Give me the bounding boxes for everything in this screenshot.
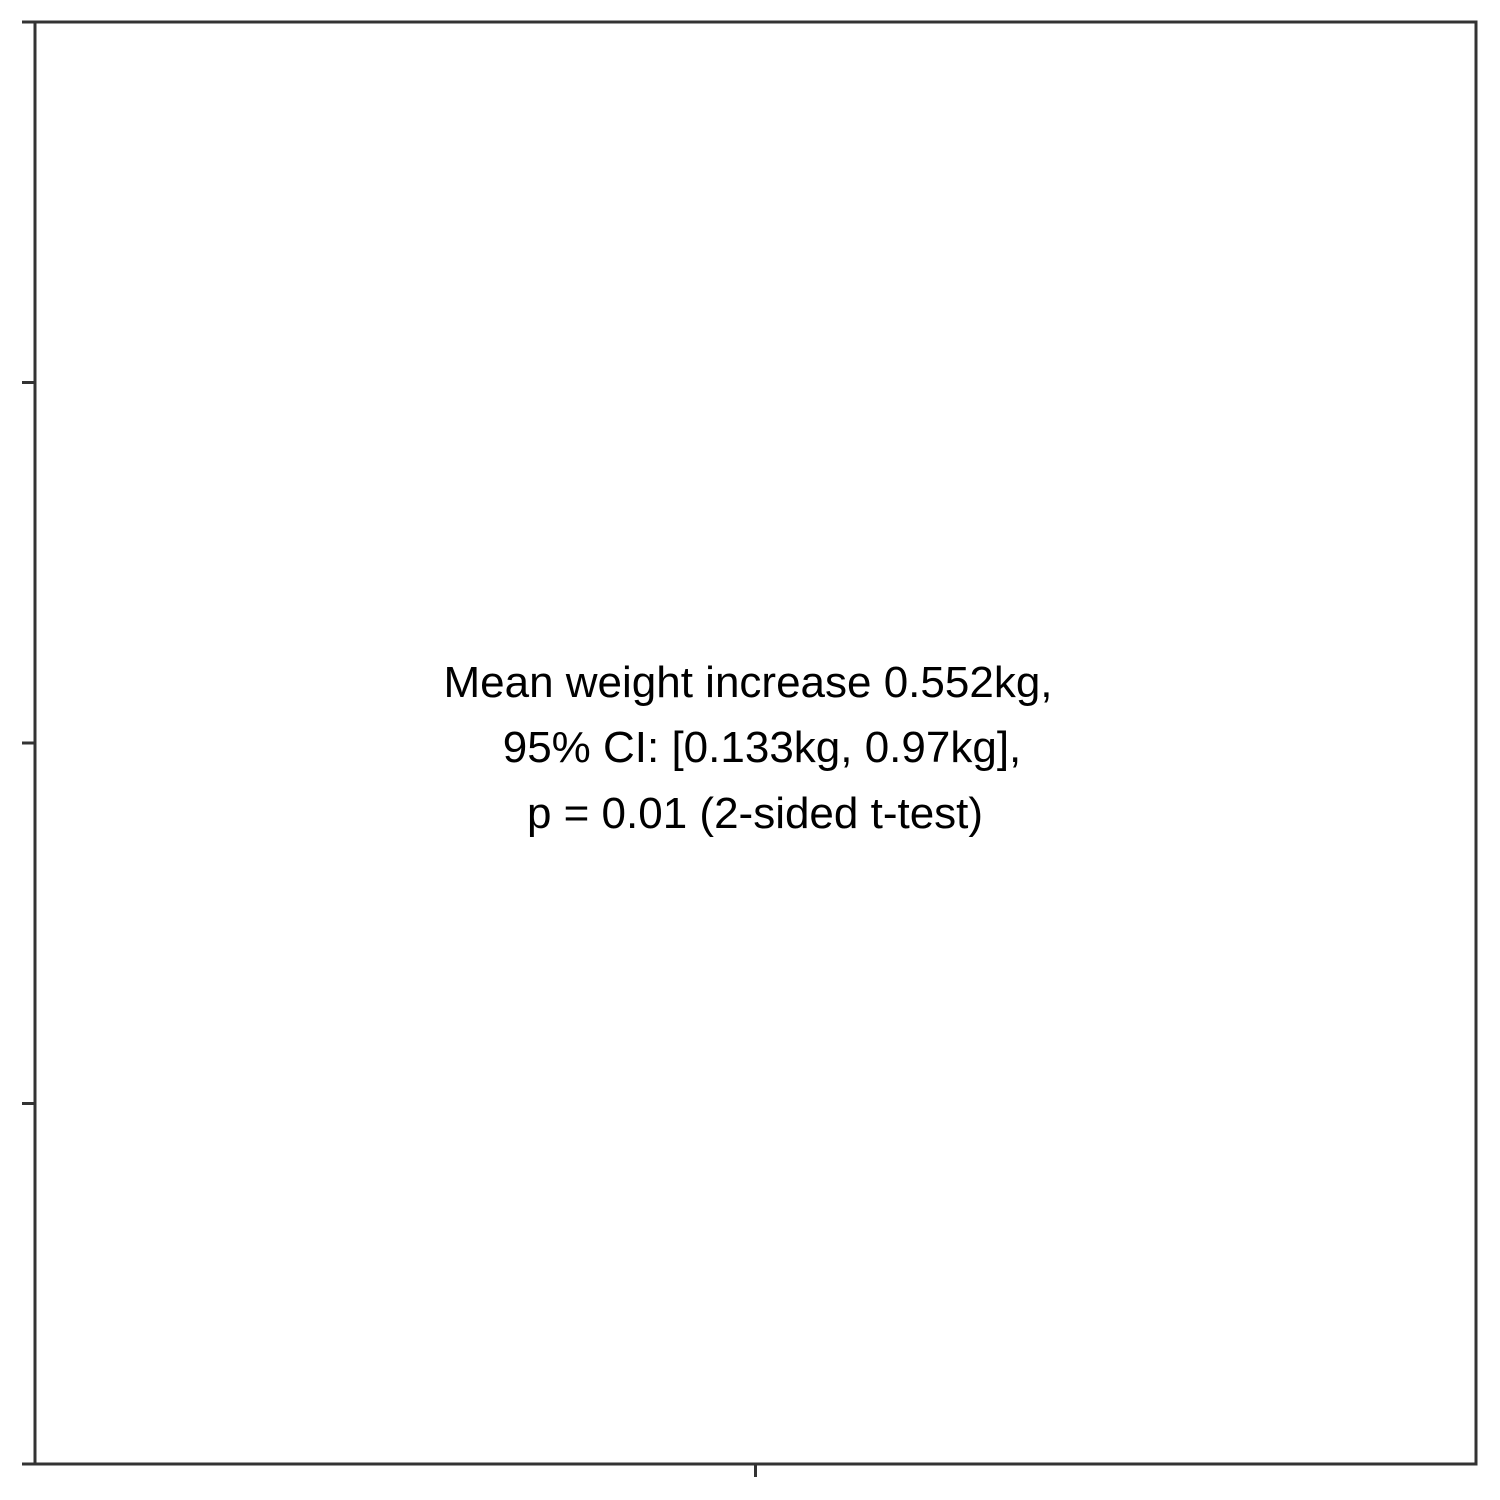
y-axis-ticks [22, 20, 35, 1466]
annotation-line-pvalue: p = 0.01 (2-sided t-test) [527, 789, 983, 838]
annotation-line-ci: 95% CI: [0.133kg, 0.97kg], [503, 723, 1022, 772]
annotation-text: Mean weight increase 0.552kg, 95% CI: [0… [443, 658, 1052, 838]
annotation-line-mean: Mean weight increase 0.552kg, [443, 658, 1052, 707]
